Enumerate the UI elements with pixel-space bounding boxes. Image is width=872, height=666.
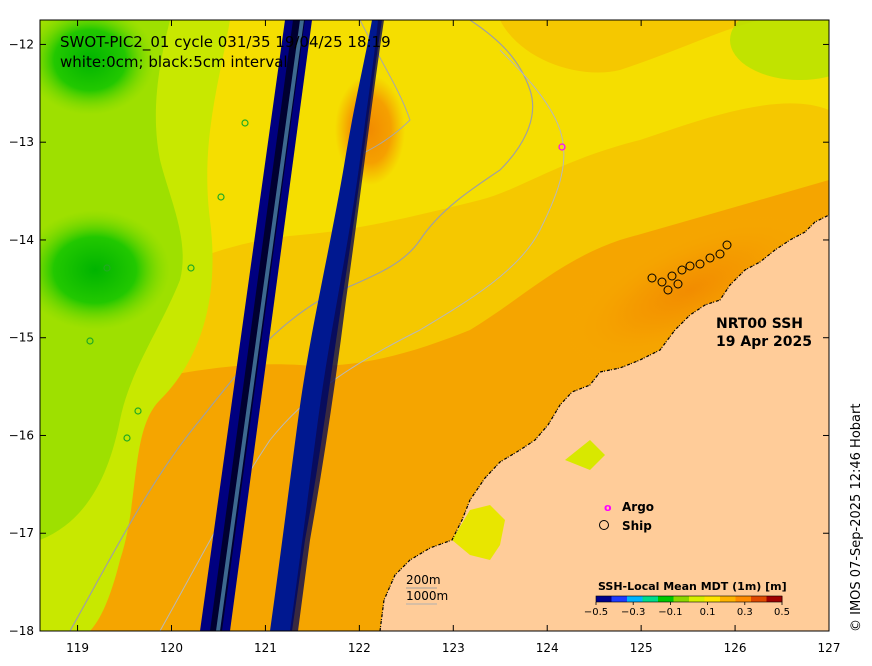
- y-tick-label: −16: [9, 428, 34, 442]
- colorbar: SSH-Local Mean MDT (1m) [m] −0.5 −0.3 −0.1…: [584, 580, 790, 618]
- imos-credit: © IMOS 07-Sep-2025 12:46 Hobart: [849, 404, 864, 632]
- x-tick-label: 121: [254, 641, 277, 655]
- coastline: [379, 214, 829, 631]
- product-date: 19 Apr 2025: [716, 334, 812, 350]
- x-axis-ticks: 119 120 121 122 123 124 125 126 127: [66, 20, 840, 655]
- swath-inner-stripe: [216, 20, 304, 631]
- colorbar-swatch: [735, 596, 752, 602]
- argo-float-magenta: [558, 143, 566, 151]
- colorbar-swatches: [596, 596, 783, 602]
- colorbar-swatch: [658, 596, 674, 602]
- colorbar-title: SSH-Local Mean MDT (1m) [m]: [598, 580, 787, 593]
- y-tick-label: −12: [9, 37, 34, 51]
- ssh-light-yellow-field: [40, 20, 829, 340]
- y-tick-label: −18: [9, 624, 34, 638]
- colorbar-swatch: [751, 596, 767, 602]
- colorbar-frame: [595, 595, 783, 603]
- ssh-high-east: [561, 212, 819, 368]
- ship-legend-label: Ship: [622, 519, 652, 533]
- y-tick-label: −13: [9, 135, 34, 149]
- colorbar-ticks: −0.5 −0.3 −0.1 0.1 0.3 0.5: [584, 602, 790, 618]
- y-tick-label: −14: [9, 233, 34, 247]
- colorbar-tick-label: 0.1: [700, 607, 716, 618]
- ssh-low-eddy-2: [40, 20, 155, 115]
- colorbar-swatch: [673, 596, 690, 602]
- colorbar-swatch: [642, 596, 659, 602]
- coastal-bay-green: [565, 440, 605, 470]
- colorbar-tick-label: −0.3: [621, 607, 645, 618]
- x-tick-label: 119: [66, 641, 89, 655]
- x-tick-label: 126: [724, 641, 747, 655]
- ssh-low-eddy-1: [40, 210, 170, 330]
- y-axis-ticks: −12 −13 −14 −15 −16 −17 −18: [9, 37, 829, 638]
- colorbar-swatch: [689, 596, 705, 602]
- ship-track: [647, 240, 732, 295]
- swath-right-band: [270, 20, 382, 631]
- colorbar-swatch: [720, 596, 736, 602]
- colorbar-swatch: [704, 596, 721, 602]
- colorbar-tick-label: 0.5: [774, 607, 790, 618]
- colorbar-tick-label: 0.3: [737, 607, 753, 618]
- colorbar-swatch: [627, 596, 643, 602]
- marker-legend: o Argo Ship: [599, 500, 654, 533]
- x-tick-label: 124: [536, 641, 559, 655]
- x-tick-label: 127: [818, 641, 841, 655]
- x-tick-label: 123: [442, 641, 465, 655]
- depth-legend-200m: 200m: [406, 573, 441, 587]
- colorbar-swatch: [766, 596, 783, 602]
- swot-swath: [200, 20, 384, 631]
- swath-right-core: [290, 20, 384, 631]
- ssh-northeast-low: [730, 20, 829, 80]
- colorbar-tick-label: −0.1: [658, 607, 682, 618]
- map-title-line1: SWOT-PIC2_01 cycle 031/35 19/04/25 18:19: [60, 33, 391, 52]
- isobath-1000m: [69, 20, 534, 631]
- colorbar-swatch: [611, 596, 628, 602]
- product-name: NRT00 SSH: [716, 316, 803, 332]
- argo-legend-label: Argo: [622, 500, 654, 514]
- colorbar-tick-label: −0.5: [584, 607, 608, 618]
- argo-legend-symbol: o: [604, 501, 612, 514]
- depth-legend-1000m: 1000m: [406, 589, 448, 603]
- plot-frame: [39, 19, 830, 632]
- x-tick-label: 125: [630, 641, 653, 655]
- y-tick-label: −17: [9, 526, 34, 540]
- depth-legend: 200m 1000m: [406, 573, 448, 605]
- x-tick-label: 122: [348, 641, 371, 655]
- argo-floats: [86, 119, 249, 442]
- colorbar-swatch: [596, 596, 612, 602]
- ship-legend-symbol: [599, 520, 609, 530]
- plot-area: [40, 20, 829, 631]
- y-tick-label: −15: [9, 331, 34, 345]
- x-tick-label: 120: [160, 641, 183, 655]
- coastal-bay-yellow: [452, 505, 505, 560]
- map-title-line2: white:0cm; black:5cm interval: [60, 53, 288, 71]
